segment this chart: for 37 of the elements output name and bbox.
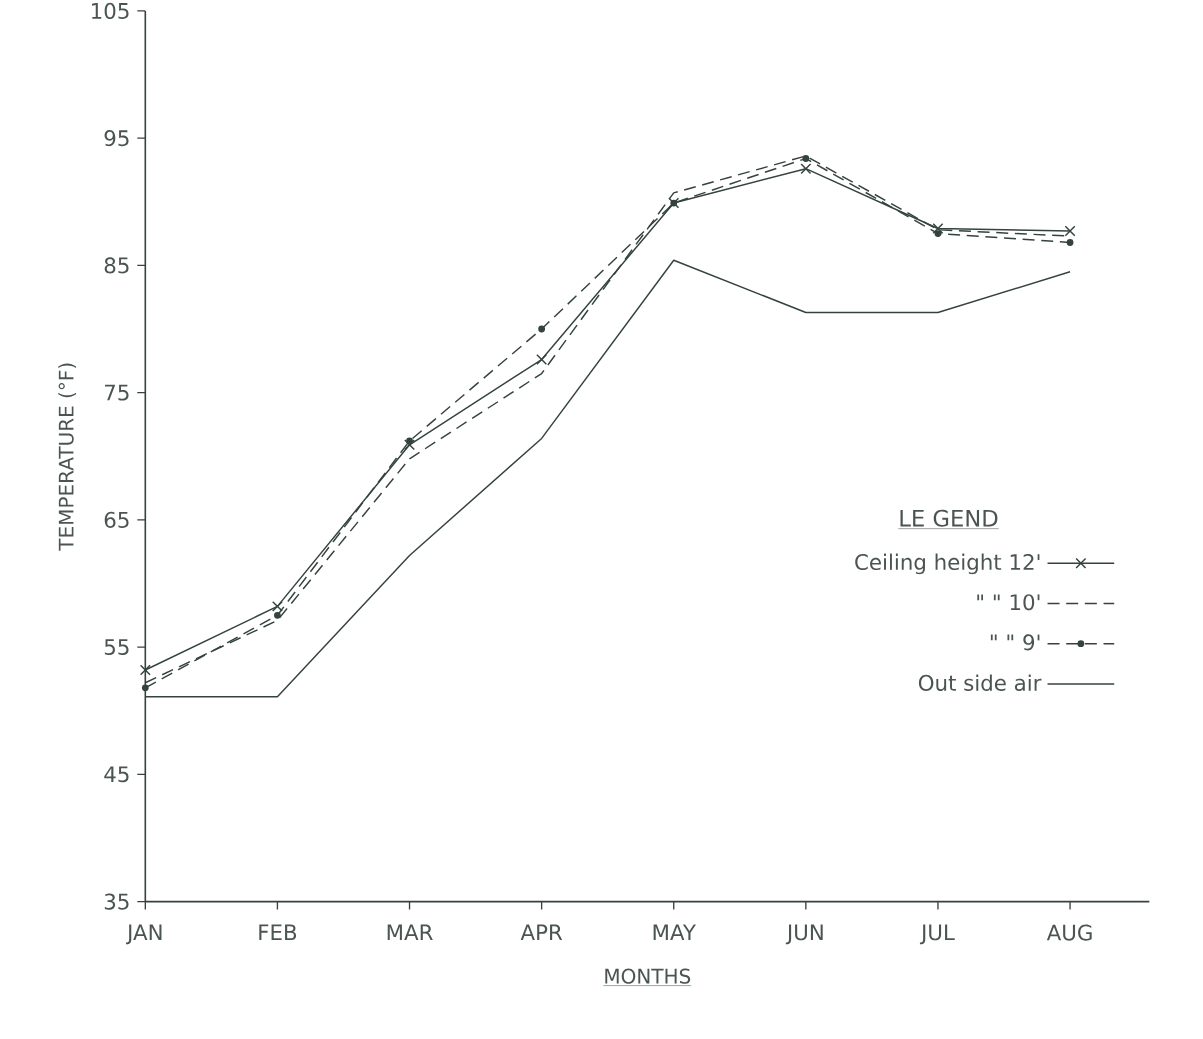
legend-label: Ceiling height 12' [855,553,1040,575]
y-tick-label: 35 [104,893,129,910]
point [1066,239,1074,246]
point [934,230,942,237]
x-axis-title: MONTHS [605,968,691,984]
point [274,611,281,619]
y-axis-title: TEMPERATURE (°F) [58,363,77,551]
point [538,325,546,333]
point [1064,225,1076,237]
y-tick-label: 105 [92,2,129,19]
legend-title: LE GEND [900,509,998,527]
y-tick-label: 85 [104,257,129,274]
point [141,684,149,692]
y-tick-label: 45 [104,766,129,783]
x-tick-label: APR [520,924,563,941]
x-tick-label: AUG [1046,924,1092,941]
x-tick-label: JAN [125,924,162,945]
point [139,664,151,676]
point [406,437,413,445]
x-tick-label: MAY [653,924,696,941]
legend-label: Out side air [918,674,1042,691]
point [536,354,548,365]
y-tick-label: 95 [104,130,129,147]
point [932,223,944,234]
point [404,439,415,451]
x-tick-label: JUN [785,924,823,945]
x-tick-label: JUL [919,924,955,945]
y-tick-label: 65 [104,511,129,528]
point [271,600,283,612]
point [800,163,812,175]
x-tick-label: MAR [387,924,433,941]
legend-label: " " 9' [990,634,1040,651]
legend-label: " " 10' [977,594,1040,611]
y-tick-label: 75 [104,384,129,401]
x-tick-label: FEB [259,924,297,941]
y-tick-label: 55 [104,639,129,656]
point [802,155,810,162]
